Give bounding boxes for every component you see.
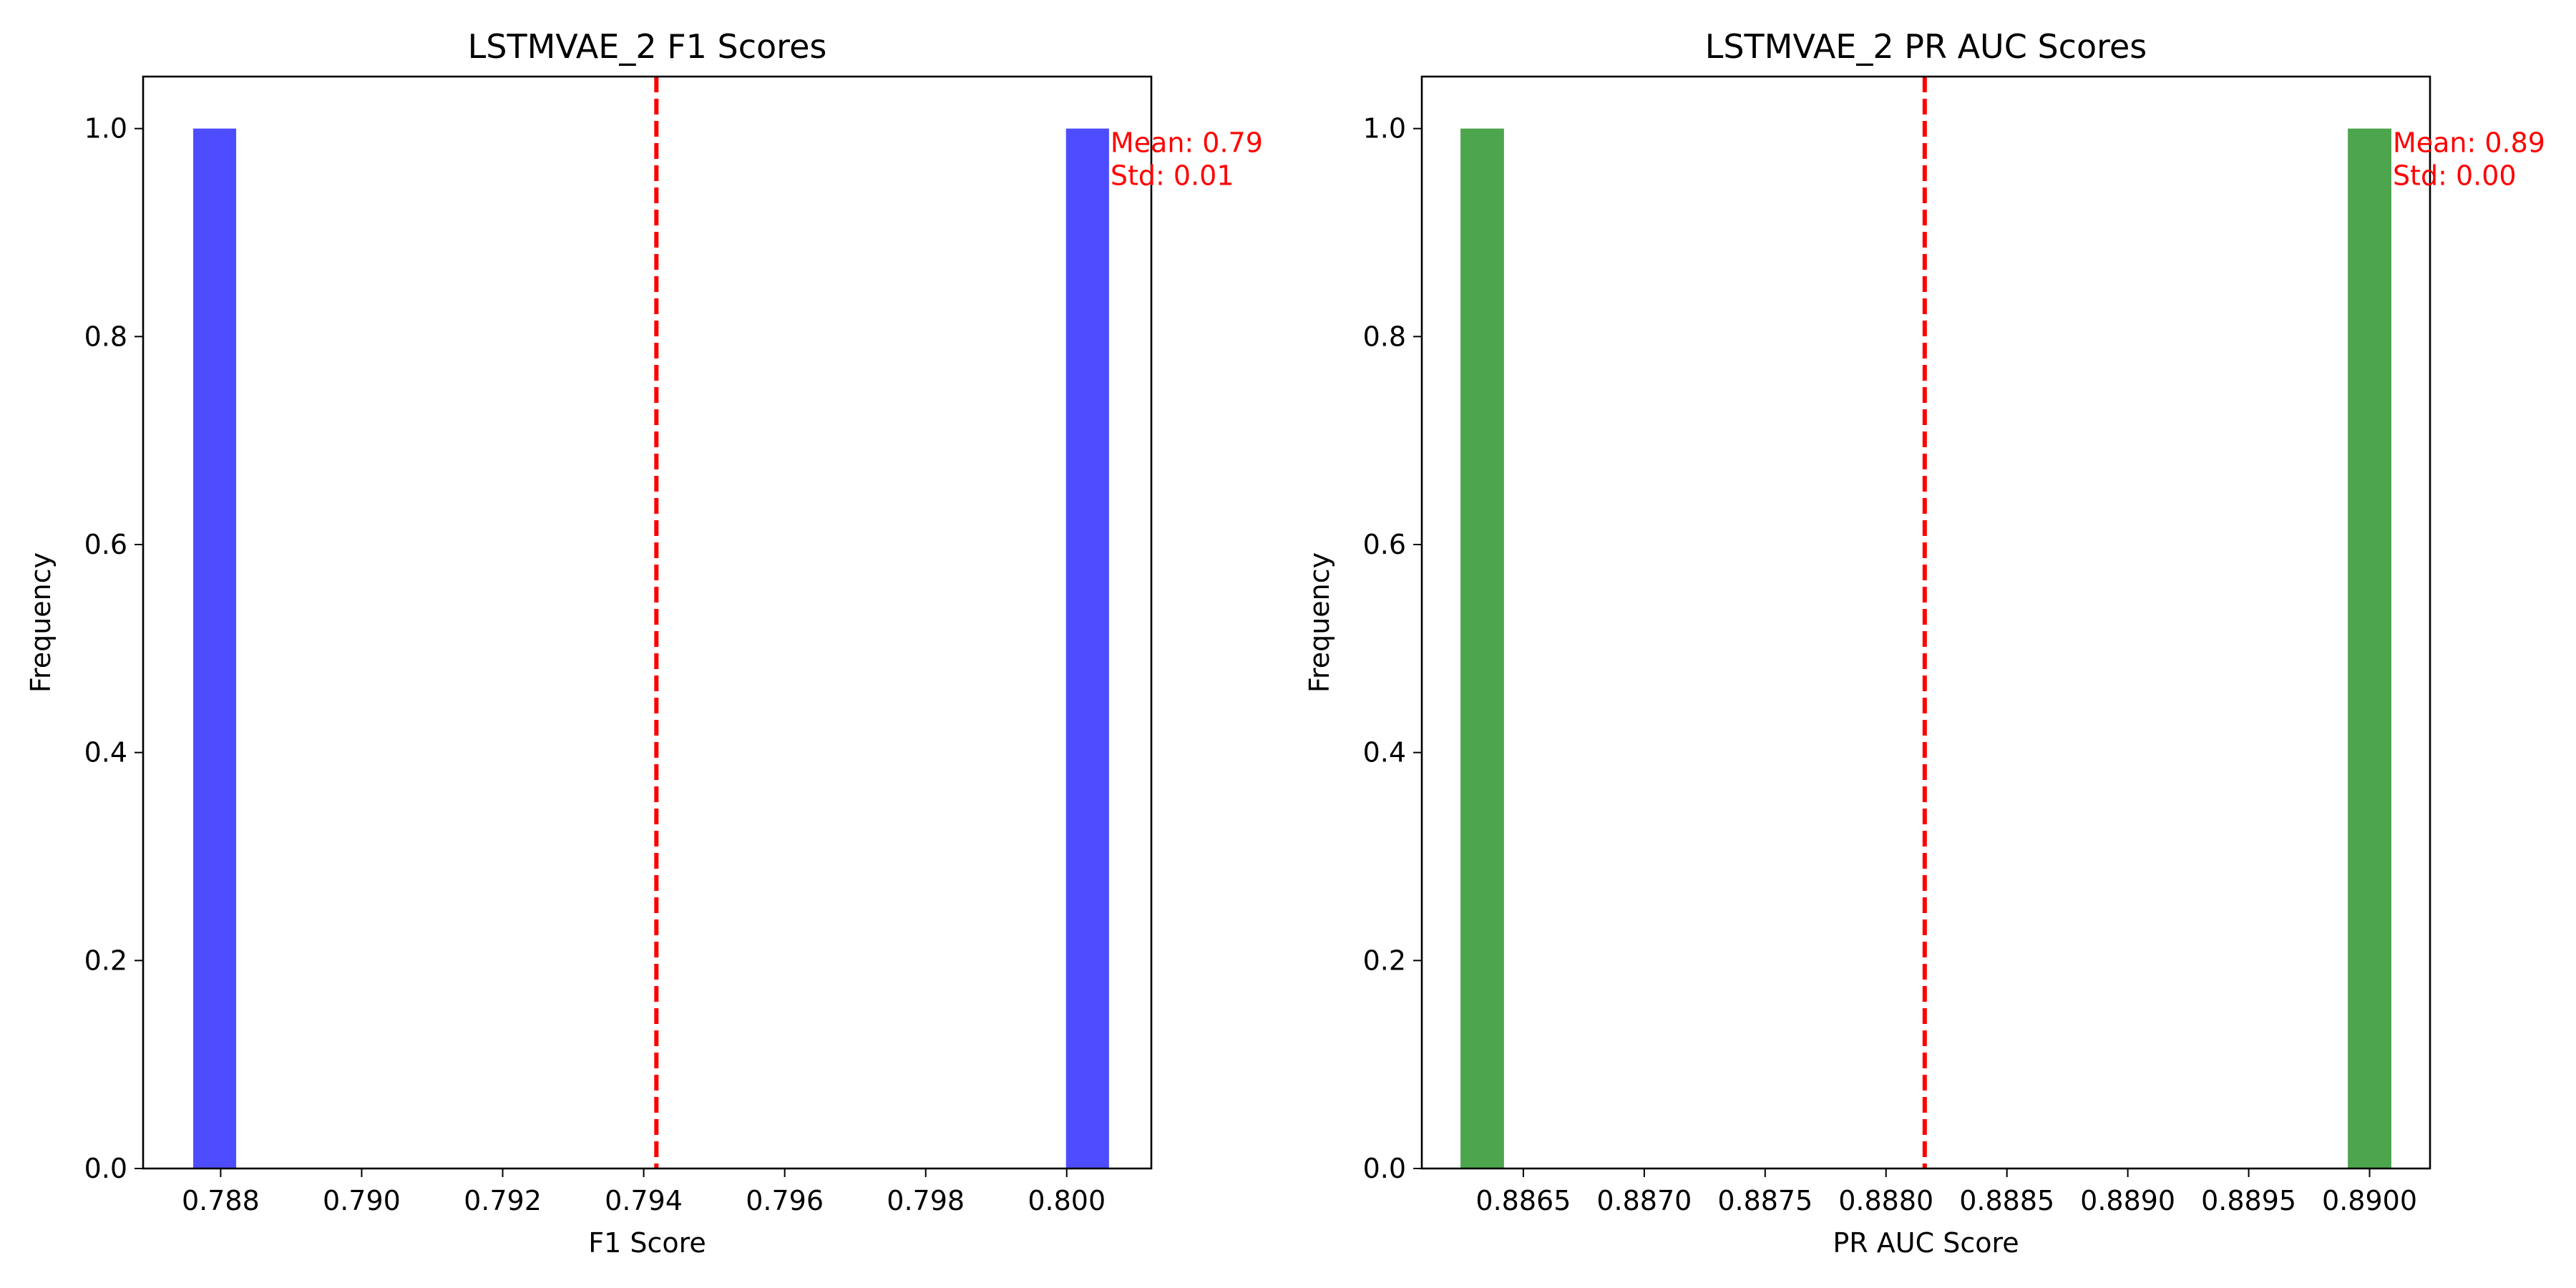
x-axis-label: F1 Score: [588, 1227, 706, 1259]
y-tick-label: 0.0: [84, 1153, 127, 1184]
y-tick-label: 0.4: [1363, 737, 1406, 769]
y-tick-label: 0.8: [1363, 321, 1406, 352]
x-tick-label: 0.796: [746, 1185, 824, 1216]
y-axis-label: Frequency: [25, 552, 57, 693]
chart-title: LSTMVAE_2 F1 Scores: [468, 27, 827, 66]
y-tick-label: 1.0: [84, 113, 127, 145]
chart-panels: 0.788 0.790 0.792 0.794 0.796 0.798 0.8000.00.…: [25, 27, 2545, 1259]
y-tick-label: 0.2: [84, 945, 127, 976]
x-tick-label: 0.792: [464, 1185, 542, 1216]
stats-annotation-line: Std: 0.00: [2393, 160, 2517, 191]
y-tick-label: 0.6: [1363, 529, 1406, 560]
x-tick-label: 0.8895: [2201, 1185, 2296, 1216]
y-tick-label: 0.8: [84, 321, 127, 352]
y-tick-label: 0.0: [1363, 1153, 1406, 1184]
x-tick-label: 0.8890: [2080, 1185, 2175, 1216]
plot-frame: [1420, 75, 2431, 1170]
histogram-bar: [192, 128, 237, 1169]
chart-panel-1: 0.788 0.790 0.792 0.794 0.796 0.798 0.800 0.0 0.…: [25, 27, 1263, 1259]
plot-frame: [142, 75, 1153, 1170]
histogram-bar: [1065, 128, 1109, 1169]
x-tick-label: 0.798: [887, 1185, 965, 1216]
x-tick-label: 0.8865: [1475, 1185, 1571, 1216]
x-tick-label: 0.790: [323, 1185, 401, 1216]
y-tick-label: 1.0: [1363, 113, 1406, 145]
y-tick-label: 0.4: [84, 737, 127, 769]
x-tick-label: 0.8870: [1596, 1185, 1692, 1216]
x-tick-label: 0.8880: [1838, 1185, 1933, 1216]
x-tick-label: 0.8900: [2322, 1185, 2417, 1216]
x-axis-label: PR AUC Score: [1833, 1227, 2019, 1259]
chart-title: LSTMVAE_2 PR AUC Scores: [1705, 27, 2147, 66]
histogram-bar: [2348, 128, 2391, 1169]
stats-annotation-line: Mean: 0.79: [1111, 127, 1263, 158]
x-tick-label: 0.8875: [1717, 1185, 1813, 1216]
histogram-bar: [1460, 128, 1504, 1169]
y-axis-label: Frequency: [1304, 552, 1335, 693]
chart-panel-2: 0.8865 0.8870 0.8875 0.8880 0.8885 0.8890 0.88…: [1304, 27, 2545, 1259]
x-tick-label: 0.794: [605, 1185, 683, 1216]
stats-annotation-line: Std: 0.01: [1111, 160, 1234, 191]
y-tick-label: 0.6: [84, 529, 127, 560]
y-tick-label: 0.2: [1363, 945, 1406, 976]
x-tick-label: 0.8885: [1959, 1185, 2054, 1216]
x-tick-label: 0.788: [182, 1185, 260, 1216]
x-tick-label: 0.800: [1028, 1185, 1106, 1216]
stats-annotation-line: Mean: 0.89: [2393, 127, 2545, 158]
